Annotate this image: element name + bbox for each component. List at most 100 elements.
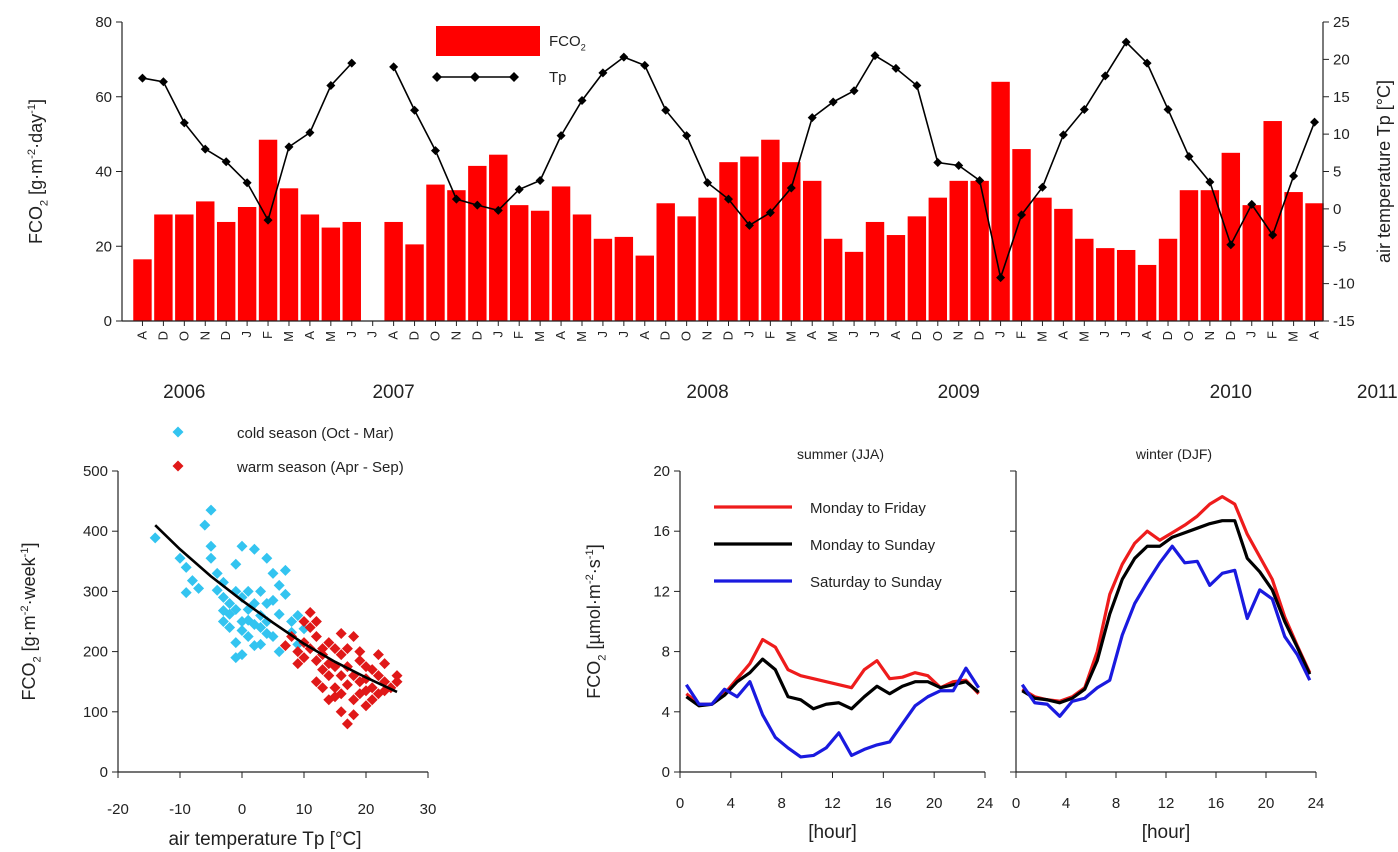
month-label: N (197, 331, 212, 340)
month-label: M (1076, 331, 1091, 342)
fco2-bar (719, 162, 738, 321)
month-label: M (323, 331, 338, 342)
y-tick-label: 16 (653, 523, 670, 540)
warm-season-point (360, 685, 372, 697)
series-line-2 (1021, 519, 1312, 705)
tp-point (1247, 199, 1257, 209)
legend: cold season (Oct - Mar) warm season (Apr … (172, 425, 404, 476)
x-axis-title: [hour] (1142, 822, 1191, 843)
month-label: D (658, 331, 673, 340)
y2-tick-label: 0 (1333, 201, 1341, 218)
legend-marker-tp (470, 72, 480, 82)
tp-point (954, 161, 964, 171)
cold-season-point (199, 519, 211, 531)
month-label: A (386, 331, 401, 340)
warm-season-point (391, 676, 403, 688)
fco2-bar (970, 180, 989, 321)
x-tick-label: 0 (676, 795, 684, 812)
tp-point (1142, 58, 1152, 68)
year-label: 2009 (938, 382, 980, 403)
cold-season-point (174, 552, 186, 564)
y-tick-label: 12 (653, 583, 670, 600)
cold-season-point (236, 625, 248, 637)
tp-point (137, 73, 147, 83)
month-label: D (909, 331, 924, 340)
x-tick-label: 30 (420, 801, 437, 818)
month-label: F (260, 331, 275, 339)
month-label: D (721, 331, 736, 340)
tp-point (158, 77, 168, 87)
cold-season-point (267, 594, 279, 606)
series-line-3 (1020, 544, 1312, 718)
y2-tick-label: 15 (1333, 89, 1350, 106)
x-tick-label: 4 (1062, 795, 1070, 812)
tp-point (807, 113, 817, 123)
y-tick-label: 40 (95, 164, 112, 181)
month-label: A (1307, 331, 1322, 340)
y2-tick-label: -5 (1333, 238, 1346, 255)
month-label: A (1055, 331, 1070, 340)
tp-point (724, 194, 733, 204)
cold-season-point (242, 585, 254, 597)
cold-season-point (217, 616, 229, 627)
warm-season-point (348, 709, 360, 721)
cold-season-point (248, 640, 260, 652)
cold-season-point (261, 628, 273, 640)
month-label: M (281, 331, 296, 342)
tp-point (1079, 104, 1089, 114)
month-label: O (176, 331, 191, 341)
series-line-1 (1021, 494, 1312, 703)
warm-season-point (298, 616, 310, 627)
cold-season-point (230, 637, 242, 649)
warm-season-point (391, 670, 403, 682)
cold-season-point (180, 561, 192, 573)
tp-point (556, 131, 566, 141)
month-label: J (490, 331, 505, 338)
warm-season-point (329, 691, 341, 703)
fco2-bar (1033, 197, 1052, 321)
panel-title: winter (DJF) (1135, 446, 1212, 462)
legend-marker-tp (509, 72, 519, 82)
cold-season-point (279, 564, 291, 576)
warm-season-point (372, 670, 384, 682)
cold-season-point (205, 540, 217, 552)
x-axis-title: [hour] (808, 822, 857, 843)
fco2-bar (782, 162, 801, 321)
y2-tick-label: 25 (1333, 14, 1350, 31)
cold-season-point (267, 567, 279, 579)
fco2-bar (468, 165, 487, 321)
tp-point (933, 158, 943, 168)
fco2-bar (426, 184, 445, 321)
warm-season-point (317, 643, 329, 655)
x-tick-label: 10 (296, 801, 313, 818)
fco2-bar (1263, 121, 1282, 321)
fco2-bar (907, 216, 927, 321)
fco2-bar (844, 251, 864, 321)
month-label: N (951, 331, 966, 340)
y-tick-label: 400 (83, 523, 108, 540)
x-tick-label: 20 (926, 795, 943, 812)
fco2-bar (237, 207, 257, 321)
cold-season-point (186, 575, 198, 587)
fco2-bar (1221, 152, 1241, 321)
warm-season-point (341, 643, 353, 655)
month-label: M (574, 331, 589, 342)
fco2-bar (572, 214, 592, 321)
x-axis-title: air temperature Tp [°C] (168, 829, 361, 850)
cold-season-point (242, 631, 254, 643)
y-tick-label: 20 (95, 238, 112, 255)
warm-season-point (335, 670, 347, 682)
y-tick-label: 8 (662, 644, 670, 661)
tp-point (430, 146, 440, 156)
y-tick-label: 60 (95, 89, 112, 106)
fco2-bar (803, 180, 822, 321)
fco2-bar (1305, 203, 1324, 321)
tp-point (389, 62, 399, 72)
x-tick-label: 16 (1208, 795, 1225, 812)
year-label: 2006 (163, 382, 205, 403)
month-label: N (700, 331, 715, 340)
fco2-bar (593, 238, 613, 321)
cold-season-point (255, 585, 267, 597)
y2-axis-title: air temperature Tp [°C] (1374, 80, 1394, 263)
